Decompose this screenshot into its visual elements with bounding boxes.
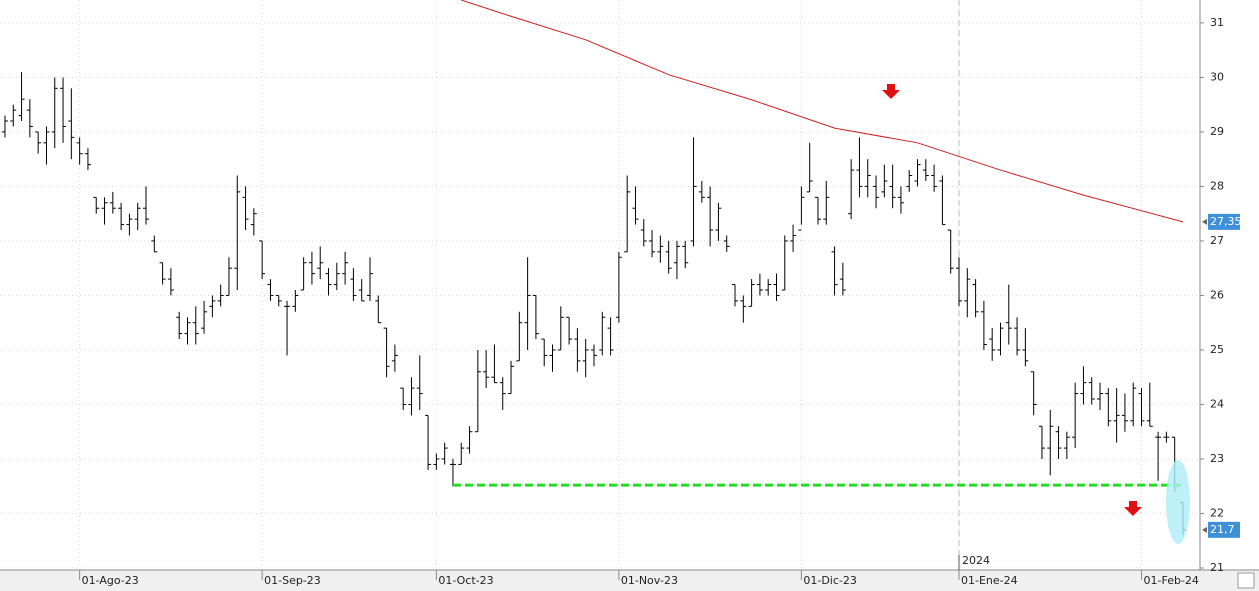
ma-last-price-pointer — [1202, 218, 1207, 225]
x-tick-label: 01-Sep-23 — [264, 574, 321, 587]
y-tick-label: 28 — [1210, 179, 1224, 192]
annotations — [882, 84, 1190, 544]
y-tick-label: 24 — [1210, 397, 1224, 410]
down-arrow — [882, 84, 900, 99]
y-tick-label: 23 — [1210, 452, 1224, 465]
last-price-box — [1208, 521, 1240, 538]
last-price-label: 21,7 — [1210, 523, 1235, 536]
down-arrow — [1124, 501, 1142, 516]
highlight-ellipse — [1166, 460, 1190, 544]
x-tick-label: 01-Feb-24 — [1144, 574, 1199, 587]
x-axis-panel — [0, 570, 1259, 591]
y-tick-label: 25 — [1210, 343, 1224, 356]
year-label: 2024 — [962, 554, 990, 567]
x-tick-label: 01-Ago-23 — [82, 574, 139, 587]
ma-last-price-label: 27,35 — [1210, 215, 1242, 228]
plot-area — [0, 0, 1200, 568]
scroll-button[interactable] — [1237, 572, 1255, 589]
y-tick-label: 26 — [1210, 288, 1224, 301]
y-tick-label: 31 — [1210, 16, 1224, 29]
y-tick-label: 27 — [1210, 234, 1224, 247]
moving-average-line — [461, 0, 1184, 223]
y-axis-panel — [1200, 0, 1259, 591]
last-price-pointer — [1202, 526, 1207, 533]
y-tick-label: 22 — [1210, 506, 1224, 519]
x-tick-label: 01-Dic-23 — [803, 574, 857, 587]
x-tick-label: 01-Nov-23 — [621, 574, 678, 587]
x-tick-label: 01-Oct-23 — [438, 574, 493, 587]
y-tick-label: 21 — [1210, 561, 1224, 574]
y-tick-label: 30 — [1210, 70, 1224, 83]
y-tick-label: 29 — [1210, 125, 1224, 138]
ma-last-price-box — [1208, 213, 1240, 230]
x-tick-label: 01-Ene-24 — [961, 574, 1018, 587]
